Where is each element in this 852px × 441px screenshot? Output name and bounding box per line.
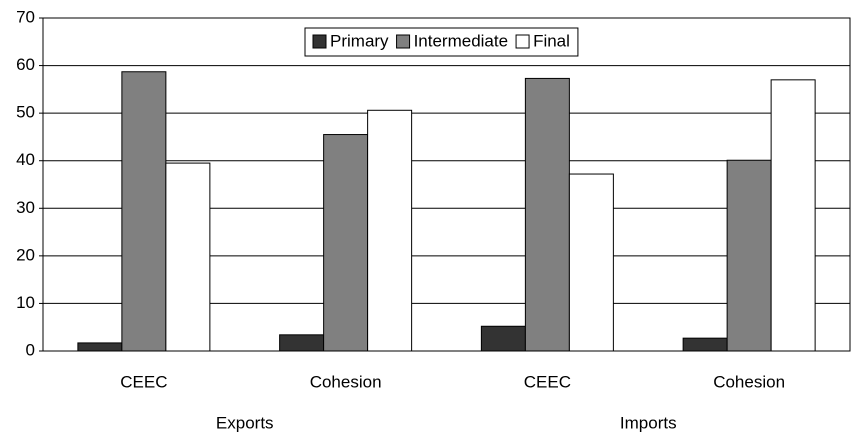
bar: [682, 337, 728, 352]
y-tick-label: 30: [16, 198, 35, 217]
bar: [770, 79, 816, 352]
legend-swatch: [312, 34, 327, 49]
y-tick-label: 60: [16, 55, 35, 74]
bar: [77, 342, 123, 352]
y-tick-label: 0: [26, 340, 35, 359]
legend-label: Intermediate: [414, 31, 509, 50]
x-tick-label: Cohesion: [713, 372, 785, 391]
y-tick-label: 50: [16, 103, 35, 122]
x-tick-label: Cohesion: [310, 372, 382, 391]
bar: [726, 159, 772, 352]
bar: [568, 173, 614, 352]
x-tick-label: CEEC: [120, 372, 167, 391]
legend-label: Primary: [330, 31, 389, 50]
bar: [524, 77, 570, 352]
bar: [323, 134, 369, 352]
y-tick-label: 70: [16, 7, 35, 26]
bar: [165, 162, 211, 352]
legend: [304, 27, 579, 57]
legend-swatch: [515, 34, 530, 49]
y-tick-label: 20: [16, 245, 35, 264]
legend-swatch: [396, 34, 411, 49]
y-tick-label: 10: [16, 293, 35, 312]
x-tick-label: CEEC: [524, 372, 571, 391]
y-tick-label: 40: [16, 150, 35, 169]
group-label: Exports: [216, 413, 274, 432]
bar: [367, 109, 413, 352]
bar: [279, 334, 325, 352]
bar: [121, 71, 167, 352]
legend-label: Final: [533, 31, 570, 50]
plot-border: [42, 17, 851, 352]
bar: [480, 325, 526, 352]
group-label: Imports: [620, 413, 677, 432]
